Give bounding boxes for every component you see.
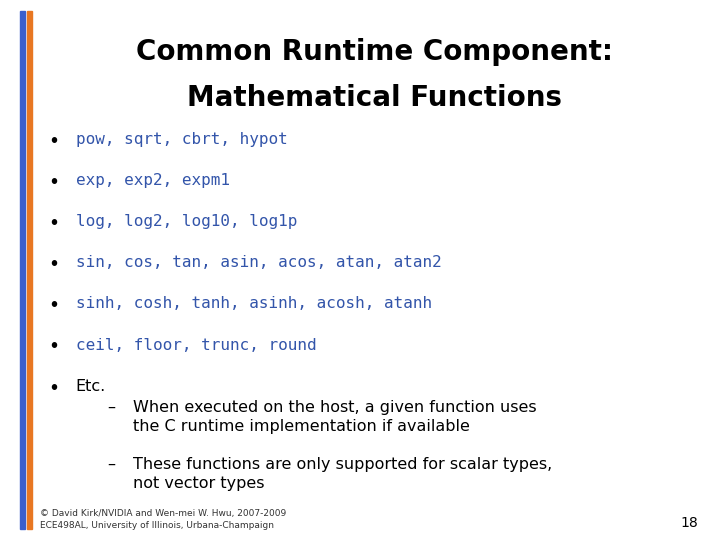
Text: exp, exp2, expm1: exp, exp2, expm1 (76, 173, 230, 188)
Text: Etc.: Etc. (76, 379, 106, 394)
Text: •: • (48, 173, 60, 192)
Text: Mathematical Functions: Mathematical Functions (187, 84, 562, 112)
Text: •: • (48, 338, 60, 356)
Text: sin, cos, tan, asin, acos, atan, atan2: sin, cos, tan, asin, acos, atan, atan2 (76, 255, 441, 271)
Text: These functions are only supported for scalar types,
not vector types: These functions are only supported for s… (133, 457, 552, 491)
Text: •: • (48, 214, 60, 233)
Text: sinh, cosh, tanh, asinh, acosh, atanh: sinh, cosh, tanh, asinh, acosh, atanh (76, 296, 432, 312)
Text: 18: 18 (680, 516, 698, 530)
Text: •: • (48, 132, 60, 151)
Text: © David Kirk/NVIDIA and Wen-mei W. Hwu, 2007-2009
ECE498AL, University of Illino: © David Kirk/NVIDIA and Wen-mei W. Hwu, … (40, 509, 286, 530)
Text: –: – (107, 400, 116, 415)
Text: ceil, floor, trunc, round: ceil, floor, trunc, round (76, 338, 316, 353)
Text: Common Runtime Component:: Common Runtime Component: (136, 38, 613, 66)
Text: log, log2, log10, log1p: log, log2, log10, log1p (76, 214, 297, 230)
Text: When executed on the host, a given function uses
the C runtime implementation if: When executed on the host, a given funct… (133, 400, 537, 434)
Text: •: • (48, 296, 60, 315)
Text: pow, sqrt, cbrt, hypot: pow, sqrt, cbrt, hypot (76, 132, 287, 147)
Text: •: • (48, 379, 60, 397)
Bar (20, 11, 25, 529)
Bar (27, 11, 32, 529)
Text: –: – (107, 457, 116, 472)
Text: •: • (48, 255, 60, 274)
